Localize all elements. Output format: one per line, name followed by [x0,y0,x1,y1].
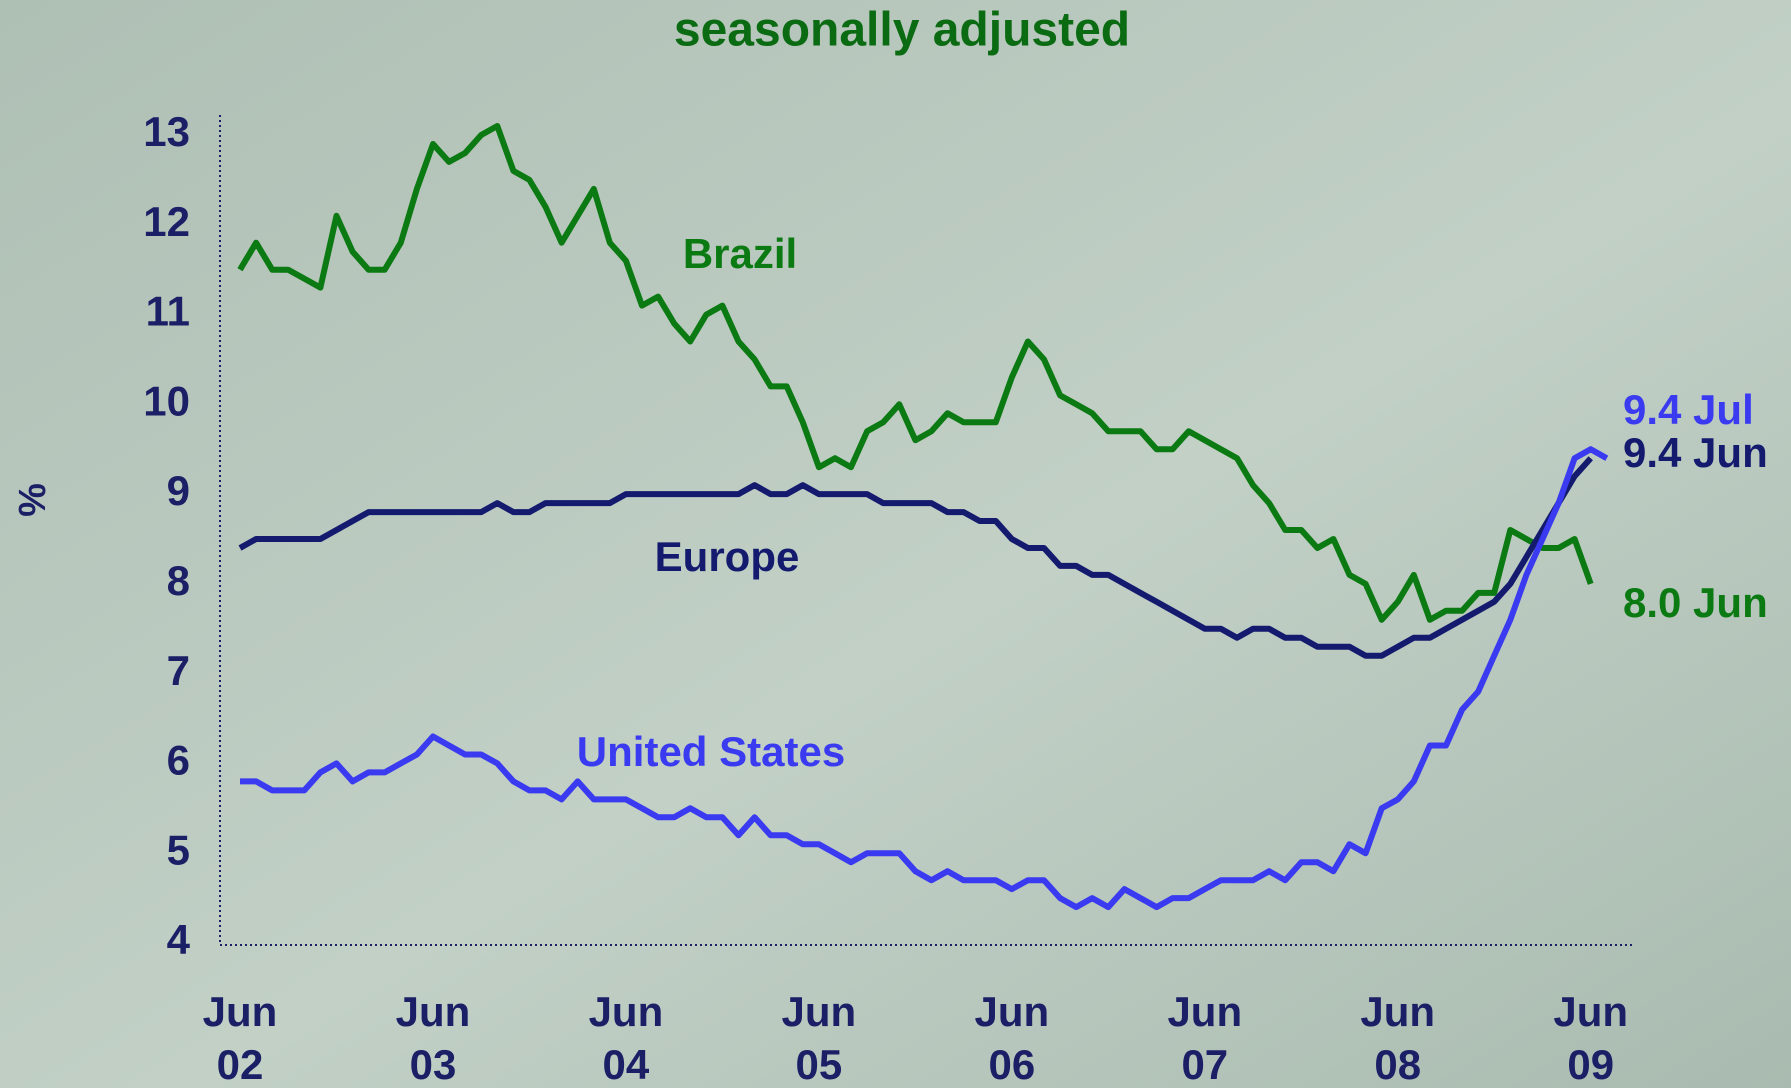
y-tick-label: 12 [143,198,190,245]
end-label: 9.4 Jul [1623,386,1754,433]
chart: seasonally adjusted % 45678910111213Jun0… [0,0,1791,1088]
y-tick-label: 8 [167,557,190,604]
y-tick-label: 6 [167,737,190,784]
chart-title: seasonally adjusted [674,4,1130,57]
series-label: Europe [655,533,800,580]
y-tick-label: 11 [146,288,190,335]
background [0,0,1791,1088]
y-tick-label: 7 [167,647,190,694]
series-label: Brazil [683,230,797,277]
y-tick-label: 9 [167,467,190,514]
y-tick-label: 13 [143,108,190,155]
y-tick-label: 5 [167,826,190,873]
y-tick-label: 10 [143,377,190,424]
y-axis-label: % [12,483,54,517]
end-label: 8.0 Jun [1623,579,1768,626]
series-label: United States [577,728,845,775]
end-label: 9.4 Jun [1623,429,1768,476]
y-tick-label: 4 [167,916,191,963]
